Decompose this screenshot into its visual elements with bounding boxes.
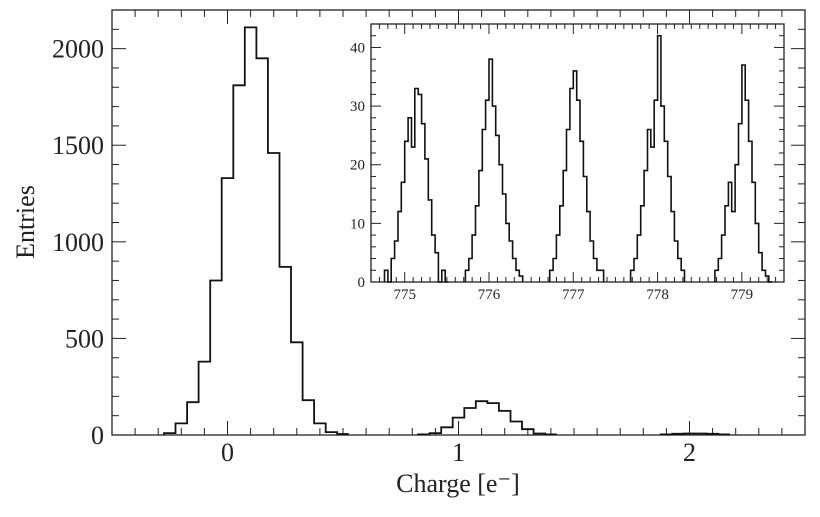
x-axis-label: Charge [e⁻] bbox=[396, 469, 520, 498]
inset-y-tick-label: 0 bbox=[358, 275, 366, 291]
main-x-tick-labels: 0 1 2 bbox=[221, 438, 696, 467]
main-y-tick-label: 2000 bbox=[52, 35, 104, 64]
main-y-tick-label: 0 bbox=[91, 421, 104, 450]
y-axis-label: Entries bbox=[11, 185, 40, 259]
main-x-tick-label: 2 bbox=[683, 438, 696, 467]
main-y-tick-labels: 0 500 1000 1500 2000 bbox=[52, 35, 104, 450]
inset-x-tick-labels: 775 776 777 778 779 bbox=[393, 287, 753, 303]
inset-x-tick-label: 779 bbox=[731, 287, 754, 303]
inset-y-tick-label: 40 bbox=[350, 40, 365, 56]
inset-y-tick-label: 20 bbox=[350, 158, 365, 174]
main-x-tick-label: 0 bbox=[221, 438, 234, 467]
inset-ticks bbox=[370, 23, 785, 283]
main-x-tick-label: 1 bbox=[452, 438, 465, 467]
inset-x-tick-label: 777 bbox=[562, 287, 585, 303]
main-y-tick-label: 1000 bbox=[52, 228, 104, 257]
main-y-tick-label: 1500 bbox=[52, 131, 104, 160]
inset-plot-frame bbox=[370, 23, 785, 283]
inset-histogram-line bbox=[383, 34, 773, 283]
main-histogram-line bbox=[163, 26, 730, 436]
inset-y-tick-label: 30 bbox=[350, 99, 365, 115]
main-y-tick-label: 500 bbox=[65, 324, 104, 353]
inset-x-tick-label: 776 bbox=[478, 287, 501, 303]
inset-y-tick-label: 10 bbox=[350, 216, 365, 232]
main-ticks bbox=[112, 9, 805, 436]
inset-x-tick-label: 775 bbox=[393, 287, 416, 303]
inset-x-tick-label: 778 bbox=[646, 287, 669, 303]
inset-y-tick-labels: 0 10 20 30 40 bbox=[350, 40, 365, 291]
